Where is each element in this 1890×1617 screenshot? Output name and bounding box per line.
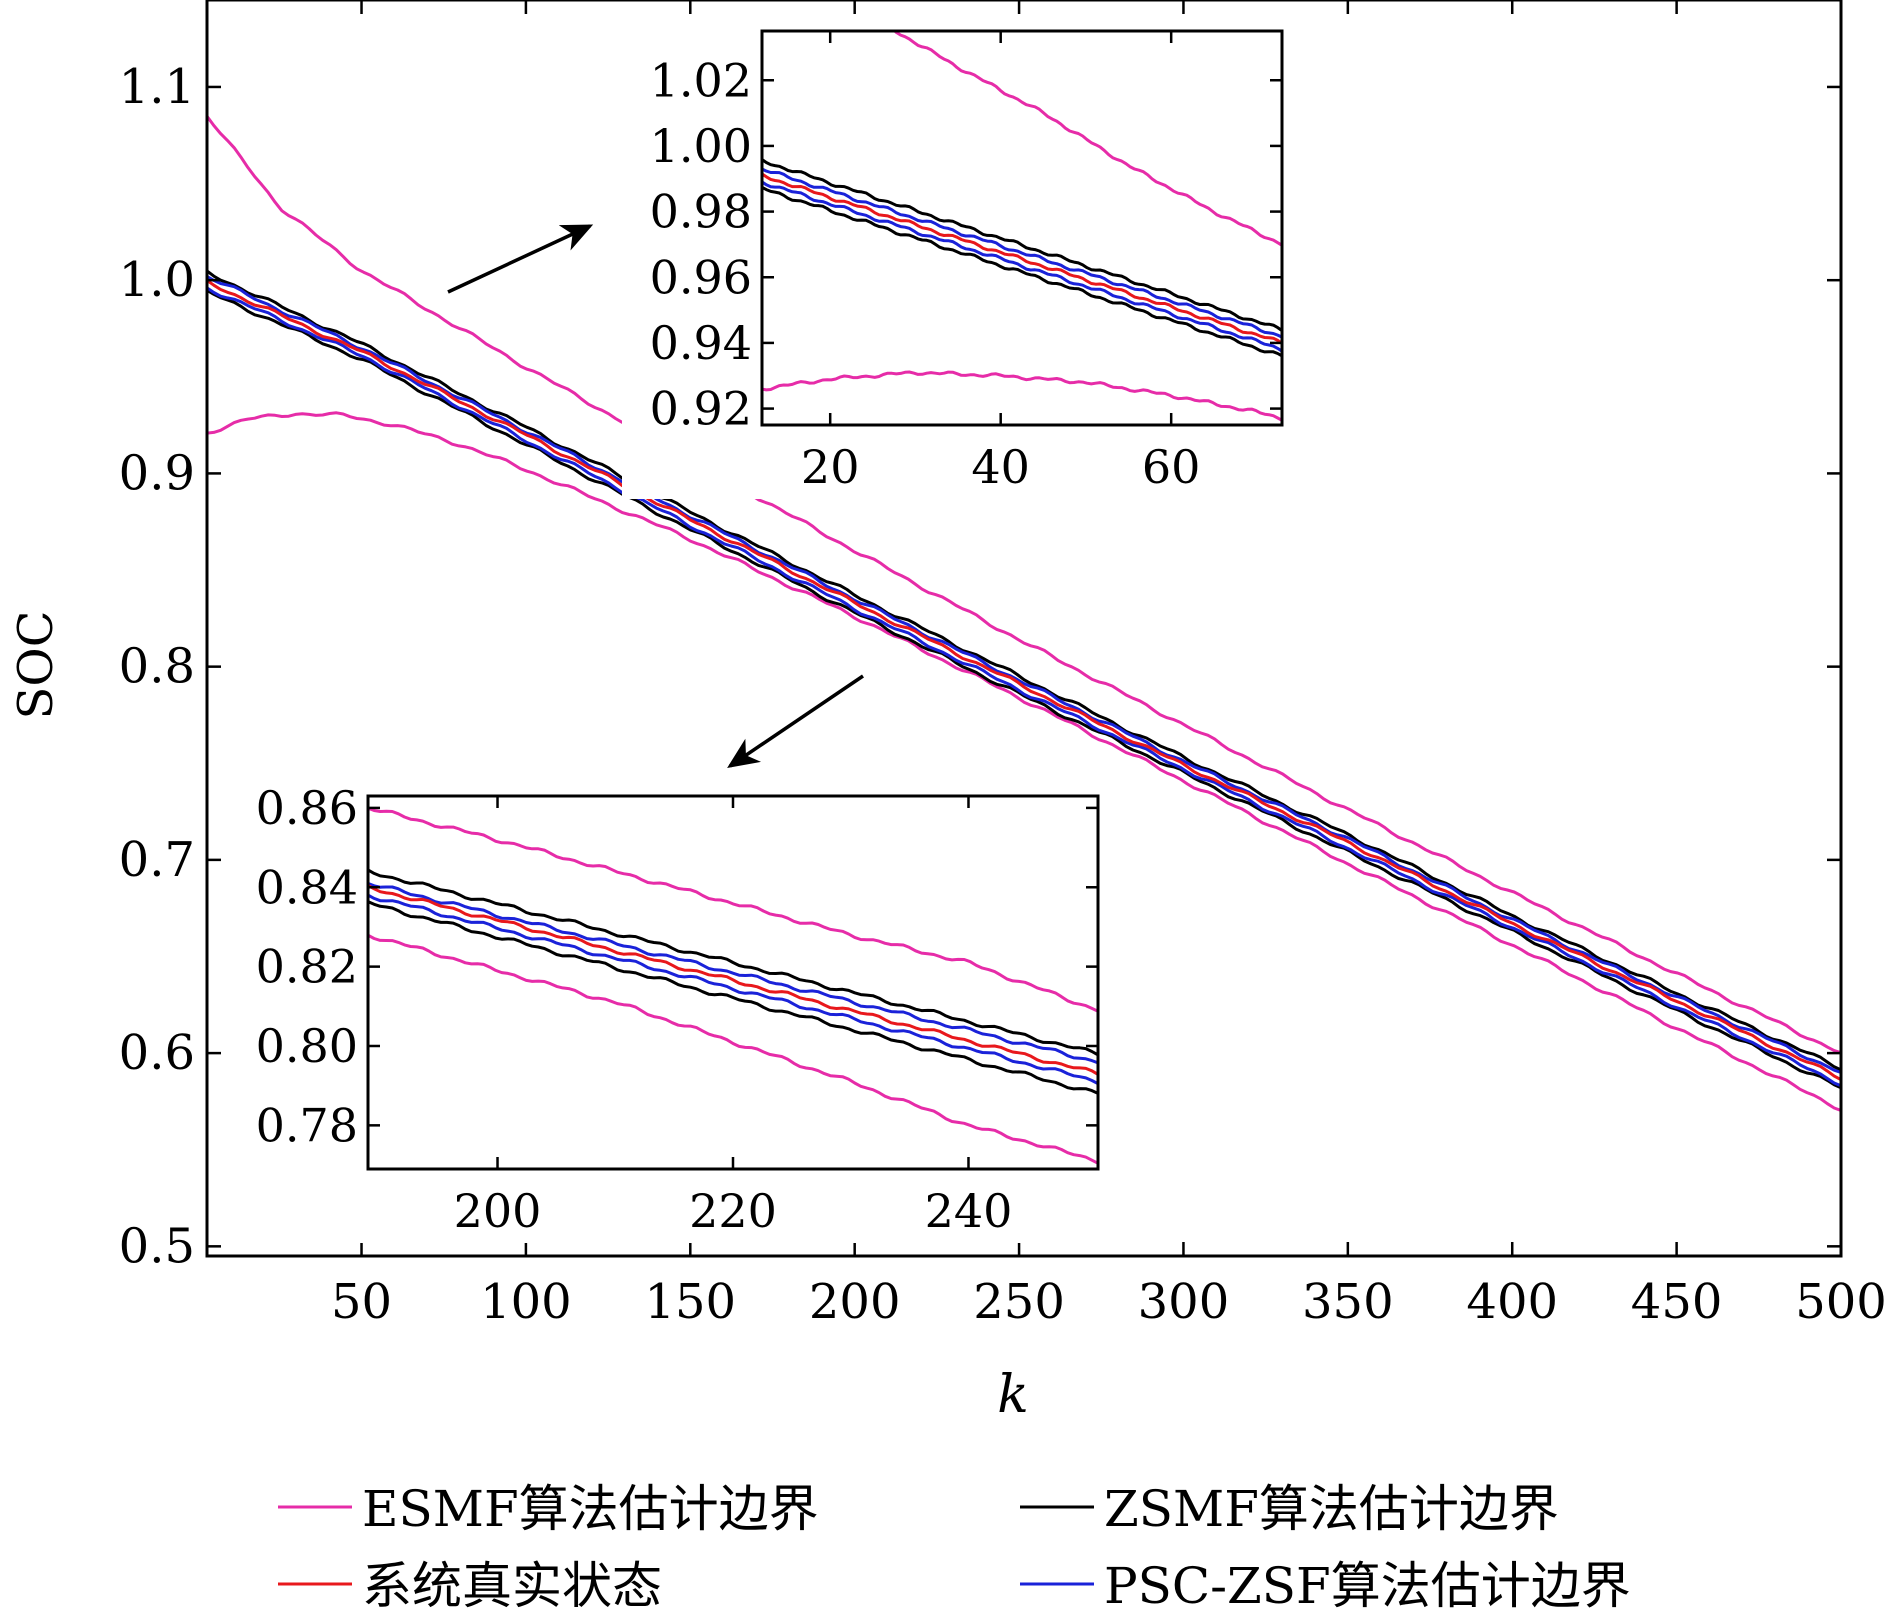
y-axis-label: SOC — [8, 611, 64, 720]
main-line-true-6 — [207, 279, 1841, 1082]
main-ytick-label: 0.7 — [119, 832, 195, 888]
inset-top-line-2 — [762, 158, 1282, 332]
main-xtick-label: 100 — [480, 1274, 572, 1330]
inset-top-line-6 — [762, 172, 1282, 345]
inset-top-line-1 — [762, 370, 1282, 422]
inset-top-ytick-label: 0.92 — [650, 382, 752, 436]
main-xtick-label: 150 — [644, 1274, 736, 1330]
legend-label-true-state: 系统真实状态 — [362, 1557, 662, 1615]
inset-top-xtick-label: 60 — [1142, 440, 1201, 494]
x-axis-label: k — [997, 1365, 1029, 1425]
inset-bottom-line-0 — [368, 806, 1098, 1013]
inset-top-ticks: 20 40 60 0.92 0.94 0.96 0.98 1.00 1.02 — [650, 31, 1282, 494]
legend-entry-psc-zsf: PSC-ZSF算法估计边界 — [1020, 1557, 1631, 1615]
inset-bottom-xtick-label: 220 — [689, 1184, 777, 1238]
main-line-lower-1 — [207, 411, 1841, 1112]
legend-label-psc-zsf: PSC-ZSF算法估计边界 — [1104, 1557, 1631, 1615]
inset-bottom-ytick-label: 0.78 — [256, 1098, 358, 1152]
inset-bottom-xtick-label: 200 — [454, 1184, 542, 1238]
inset-top-ytick-label: 0.94 — [650, 316, 752, 370]
inset-top-background — [622, 25, 1288, 499]
main-ytick-label: 0.6 — [119, 1025, 195, 1081]
main-xtick-label: 350 — [1302, 1274, 1394, 1330]
inset-top: 20 40 60 0.92 0.94 0.96 0.98 1.00 1.02 — [622, 25, 1288, 499]
main-ytick-label: 1.0 — [119, 252, 195, 308]
inset-top-xtick-label: 40 — [971, 440, 1030, 494]
main-line-upper-0 — [207, 115, 1841, 1055]
inset-bottom-line-6 — [368, 884, 1098, 1076]
main-ytick-label: 1.1 — [119, 59, 195, 115]
inset-bottom: 200 220 240 0.78 0.80 0.82 0.84 0.86 — [228, 781, 1104, 1243]
inset-bottom-line-5 — [368, 893, 1098, 1086]
main-xtick-label: 450 — [1631, 1274, 1723, 1330]
legend-entry-esmf: ESMF算法估计边界 — [278, 1480, 819, 1538]
legend-label-esmf: ESMF算法估计边界 — [362, 1480, 819, 1538]
main-line-lower-3 — [207, 289, 1841, 1090]
inset-top-ytick-label: 0.96 — [650, 250, 752, 304]
main-line-lower-5 — [207, 286, 1841, 1088]
inset-bottom-line-2 — [368, 868, 1098, 1057]
inset-bottom-ytick-label: 0.86 — [256, 781, 358, 835]
main-xtick-label: 400 — [1466, 1274, 1558, 1330]
arrow-to-top-inset — [447, 224, 594, 294]
arrow-to-bottom-inset — [727, 674, 864, 768]
legend-entry-zsmf: ZSMF算法估计边界 — [1020, 1480, 1559, 1538]
inset-top-ytick-label: 0.98 — [650, 185, 752, 239]
inset-bottom-ytick-label: 0.80 — [256, 1019, 358, 1073]
legend-label-zsmf: ZSMF算法估计边界 — [1104, 1480, 1559, 1538]
inset-bottom-line-4 — [368, 882, 1098, 1065]
inset-top-line-4 — [762, 167, 1282, 339]
legend-entry-true-state: 系统真实状态 — [278, 1557, 662, 1615]
inset-bottom-ticks: 200 220 240 0.78 0.80 0.82 0.84 0.86 — [256, 781, 1098, 1238]
main-plot: 50 100 150 200 250 300 350 400 450 500 0.5 0.6 0.7 0.… — [119, 0, 1887, 1330]
inset-bottom-line-1 — [368, 933, 1098, 1165]
main-plot-frame — [205, 0, 1843, 1258]
main-ytick-label: 0.9 — [119, 445, 195, 501]
inset-top-line-5 — [762, 180, 1282, 353]
main-series-group — [207, 115, 1841, 1112]
legend: ESMF算法估计边界 ZSMF算法估计边界 系统真实状态 PSC-ZSF算法估计… — [278, 1480, 1631, 1615]
main-xtick-label: 250 — [973, 1274, 1065, 1330]
inset-bottom-line-3 — [368, 900, 1098, 1095]
inset-top-ytick-label: 1.02 — [650, 53, 752, 107]
main-ytick-label: 0.8 — [119, 639, 195, 695]
inset-bottom-ytick-label: 0.82 — [256, 940, 358, 994]
main-ytick-label: 0.5 — [119, 1218, 195, 1274]
inset-bottom-background — [228, 790, 1104, 1243]
inset-bottom-series-group — [368, 806, 1098, 1165]
inset-top-frame — [760, 29, 1284, 427]
inset-top-line-3 — [762, 185, 1282, 358]
main-xtick-label: 300 — [1138, 1274, 1230, 1330]
inset-top-xtick-label: 20 — [801, 440, 860, 494]
main-xtick-label: 500 — [1795, 1274, 1887, 1330]
inset-bottom-ytick-label: 0.84 — [256, 860, 358, 914]
main-xtick-label: 50 — [331, 1274, 392, 1330]
main-xtick-label: 200 — [809, 1274, 901, 1330]
main-ticks: 50 100 150 200 250 300 350 400 450 500 0.5 0.6 0.7 0.… — [119, 0, 1887, 1330]
inset-top-line-0 — [892, 31, 1282, 247]
inset-bottom-xtick-label: 240 — [925, 1184, 1013, 1238]
inset-top-ytick-label: 1.00 — [650, 119, 752, 173]
inset-top-series-group — [762, 31, 1282, 422]
